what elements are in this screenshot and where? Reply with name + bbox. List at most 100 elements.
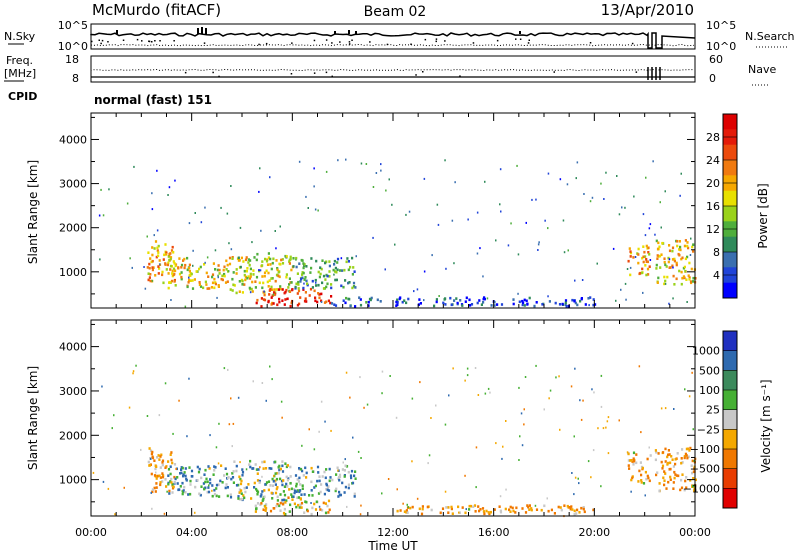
echo-cell xyxy=(360,457,362,459)
echo-cell xyxy=(431,254,433,257)
colorbar-segment xyxy=(723,409,737,430)
echo-cell xyxy=(217,462,220,465)
echo-cell xyxy=(343,491,346,494)
echo-cell xyxy=(316,479,319,483)
echo-cell xyxy=(500,210,502,213)
echo-cell xyxy=(299,296,302,299)
echo-cell xyxy=(648,479,651,483)
echo-cell xyxy=(299,498,302,501)
echo-cell xyxy=(286,297,289,301)
x-tick-label: 20:00 xyxy=(578,526,610,539)
colorbar-segment xyxy=(723,160,737,176)
y-tick-label: 2000 xyxy=(59,429,87,442)
echo-cell xyxy=(188,466,191,469)
echo-cell xyxy=(576,161,579,164)
echo-cell xyxy=(349,304,352,308)
echo-cell xyxy=(318,296,321,300)
echo-cell xyxy=(620,288,622,291)
echo-cell xyxy=(350,476,353,480)
echo-cell xyxy=(271,294,274,297)
echo-cell xyxy=(447,511,450,514)
echo-cell xyxy=(156,456,159,459)
echo-cell xyxy=(263,460,266,464)
echo-cell xyxy=(158,259,161,262)
echo-cell xyxy=(547,172,550,175)
echo-cell xyxy=(159,483,162,487)
echo-cell xyxy=(633,195,635,198)
echo-cell xyxy=(226,494,229,498)
echo-cell xyxy=(629,273,632,277)
echo-cell xyxy=(202,482,205,485)
nsearch-tick-bottom: 10^0 xyxy=(706,40,736,53)
echo-cell xyxy=(338,476,341,479)
echo-cell xyxy=(566,183,569,186)
echo-cell xyxy=(445,267,447,270)
nsearch-dot xyxy=(154,40,156,42)
echo-cell xyxy=(221,278,224,282)
echo-cell xyxy=(169,453,172,456)
echo-cell xyxy=(477,394,480,396)
echo-cell xyxy=(219,479,222,483)
echo-cell xyxy=(512,298,515,301)
echo-cell xyxy=(267,480,271,483)
echo-cell xyxy=(411,505,414,509)
echo-cell xyxy=(339,269,342,272)
echo-cell xyxy=(674,473,677,476)
echo-cell xyxy=(692,243,695,246)
echo-cell xyxy=(287,286,290,289)
echo-cell xyxy=(235,291,238,295)
echo-cell xyxy=(658,489,661,493)
echo-cell xyxy=(209,481,212,485)
echo-cell xyxy=(320,292,323,296)
echo-cell xyxy=(323,470,326,474)
echo-cell xyxy=(353,270,356,273)
echo-cell xyxy=(562,219,565,222)
echo-cell xyxy=(680,270,683,274)
echo-cell xyxy=(260,297,263,300)
echo-cell xyxy=(198,267,201,271)
echo-cell xyxy=(243,486,246,490)
echo-cell xyxy=(220,277,223,281)
echo-cell xyxy=(155,465,158,468)
y-tick-label: 1000 xyxy=(59,474,87,487)
echo-cell xyxy=(92,471,95,474)
echo-cell xyxy=(365,163,368,165)
echo-cell xyxy=(182,489,185,492)
echo-cell xyxy=(646,457,649,461)
echo-cell xyxy=(280,400,283,403)
nsky-line xyxy=(90,31,696,49)
echo-cell xyxy=(277,465,280,469)
echo-cell xyxy=(328,275,331,278)
echo-cell xyxy=(187,493,190,496)
echo-cell xyxy=(645,244,648,248)
echo-cell xyxy=(345,296,348,300)
echo-cell xyxy=(641,256,644,260)
freq-label-line1: Freq. xyxy=(6,54,33,67)
echo-cell xyxy=(344,458,346,461)
echo-cell xyxy=(288,290,292,293)
echo-cell xyxy=(591,196,594,199)
echo-cell xyxy=(520,412,523,415)
echo-cell xyxy=(353,495,356,498)
echo-cell xyxy=(686,447,689,451)
echo-cell xyxy=(296,303,299,307)
echo-cell xyxy=(656,247,660,251)
echo-cell xyxy=(311,506,314,510)
echo-cell xyxy=(175,467,177,470)
echo-cell xyxy=(634,256,637,258)
echo-cell xyxy=(274,279,277,283)
echo-cell xyxy=(450,505,453,509)
echo-cell xyxy=(287,496,290,499)
echo-cell xyxy=(228,242,230,245)
echo-cell xyxy=(458,511,461,514)
echo-cell xyxy=(224,467,227,470)
echo-cell xyxy=(310,502,312,504)
echo-cell xyxy=(372,186,375,188)
echo-cell xyxy=(303,278,306,281)
echo-cell xyxy=(284,298,287,301)
echo-cell xyxy=(645,176,647,179)
echo-cell xyxy=(678,248,681,251)
echo-cell xyxy=(681,448,684,451)
echo-cell xyxy=(310,480,313,484)
echo-cell xyxy=(174,179,176,182)
